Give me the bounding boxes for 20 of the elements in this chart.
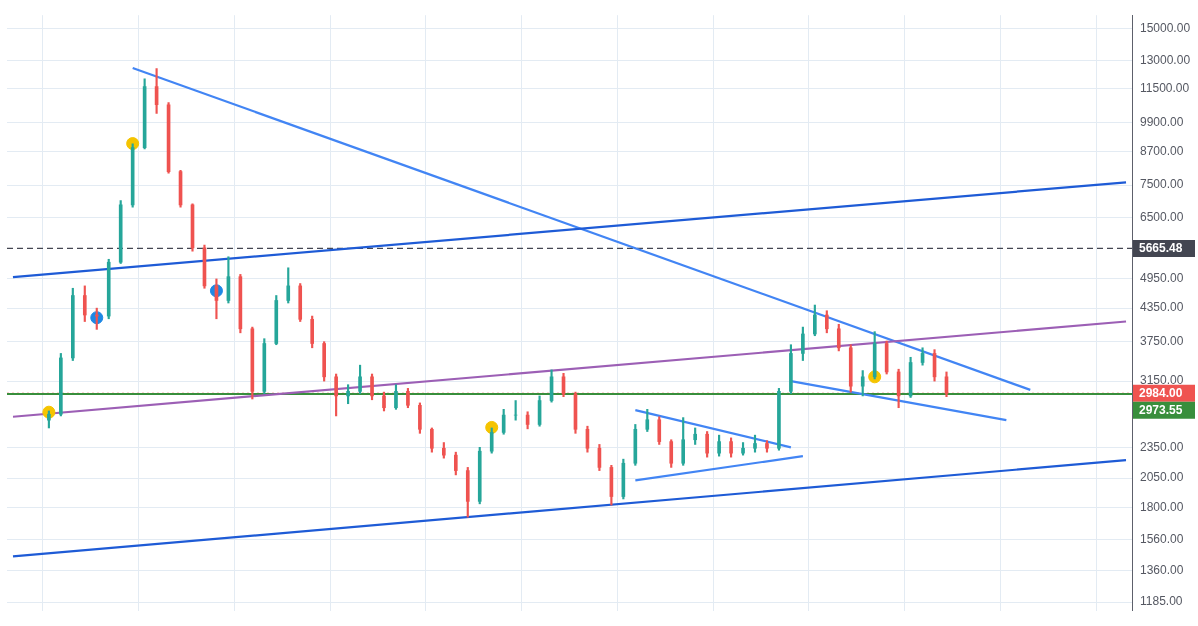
y-tick-label: 2050.00 (1140, 470, 1184, 485)
y-tick-label: 4950.00 (1140, 271, 1184, 286)
y-tick-label: 11500.00 (1140, 80, 1190, 95)
y-tick-label: 2350.00 (1140, 439, 1184, 454)
y-tick-label: 1185.00 (1140, 594, 1183, 609)
y-tick-label: 3150.00 (1140, 373, 1184, 388)
y-tick-label: 8700.00 (1140, 143, 1184, 158)
y-tick-label: 1800.00 (1140, 499, 1184, 514)
y-tick-label: 4350.00 (1140, 300, 1184, 315)
y-tick-label: 6500.00 (1140, 209, 1184, 224)
ref-line-label: 5665.48 (1139, 240, 1183, 255)
y-tick-label: 1360.00 (1140, 563, 1184, 578)
ref-line-label: 2973.55 (1139, 402, 1183, 417)
y-tick-label: 9900.00 (1140, 114, 1184, 129)
y-tick-label: 15000.00 (1140, 20, 1191, 35)
y-tick-label: 13000.00 (1140, 53, 1191, 68)
ref-line-label: 2984.00 (1139, 385, 1183, 400)
y-tick-label: 7500.00 (1140, 177, 1184, 192)
y-tick-label: 3750.00 (1140, 334, 1184, 348)
y-tick-label: 1560.00 (1140, 532, 1184, 547)
